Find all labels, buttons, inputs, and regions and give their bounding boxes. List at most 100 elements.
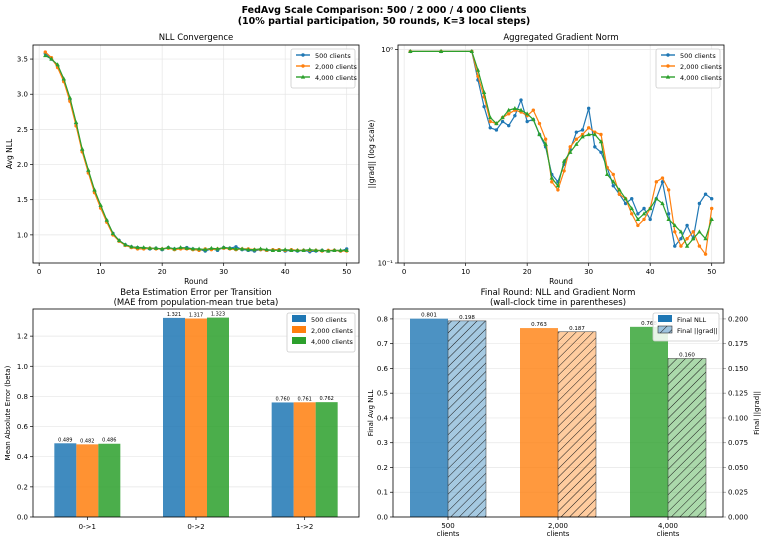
data-point <box>691 236 696 241</box>
data-point <box>98 202 103 207</box>
panel-title: Beta Estimation Error per Transition <box>120 288 272 298</box>
data-point <box>592 132 598 137</box>
x-tick-label: 2,000 <box>548 522 568 530</box>
data-point <box>61 76 66 81</box>
grad-bar-hatch <box>448 320 486 517</box>
x-tick-label: 30 <box>219 268 228 276</box>
y2-tick-label: 0.175 <box>728 340 748 348</box>
x-tick-label: 20 <box>158 268 167 276</box>
legend-label: Final NLL <box>677 316 707 324</box>
data-point <box>648 217 652 222</box>
data-point <box>599 132 603 137</box>
data-point <box>178 245 183 250</box>
y-tick-label: 0.4 <box>17 453 29 461</box>
y2-tick-label: 0.025 <box>728 489 748 497</box>
data-point <box>666 188 671 192</box>
data-point <box>519 98 523 102</box>
data-point <box>543 137 548 141</box>
y-tick-label: 0.6 <box>377 365 389 373</box>
x-tick-label: 1->2 <box>296 523 313 531</box>
legend: 500 clients 2,000 clients 4,000 clients <box>655 48 723 89</box>
data-point <box>623 201 628 206</box>
data-point <box>55 62 60 67</box>
legend-swatch-marker <box>300 74 306 79</box>
bar-value-label: 0.761 <box>298 396 312 402</box>
data-point <box>611 179 616 184</box>
y2-tick-label: 0.125 <box>728 390 748 398</box>
data-point <box>703 236 708 241</box>
y-tick-label: 1.0 <box>17 363 28 371</box>
data-point <box>673 230 677 234</box>
data-point <box>697 201 702 206</box>
data-point <box>270 247 276 252</box>
legend-swatch <box>292 326 306 333</box>
y2-tick-label: 0.150 <box>728 365 748 373</box>
data-point <box>482 104 486 109</box>
data-point <box>488 115 493 120</box>
figure-subtitle: (10% partial participation, 50 rounds, K… <box>238 16 531 27</box>
bar-value-label: 1.321 <box>167 312 181 318</box>
data-point <box>666 217 671 222</box>
data-point <box>630 197 634 201</box>
data-point <box>673 244 677 248</box>
data-point <box>227 245 233 250</box>
data-point <box>537 121 542 126</box>
data-point <box>660 201 665 206</box>
y-tick-label: 3.5 <box>17 56 28 64</box>
legend-label: 500 clients <box>315 52 351 60</box>
data-point <box>611 172 615 177</box>
data-point <box>488 126 492 130</box>
data-point <box>338 247 343 252</box>
data-point <box>276 247 282 252</box>
data-point <box>506 107 511 112</box>
data-point <box>635 217 641 222</box>
nll-convergence-panel: 0 10 20 30 40 50 1.0 1.5 2.0 2.5 3.0 3.5 NLL Converg… <box>5 33 360 286</box>
data-point <box>666 212 671 216</box>
data-point <box>289 247 294 252</box>
x-tick-label: 30 <box>584 268 593 276</box>
data-point <box>481 89 487 94</box>
series-4-000-clients <box>408 48 714 248</box>
data-point <box>524 111 530 116</box>
panel-subtitle: (MAE from population-mean true beta) <box>114 298 279 308</box>
data-point <box>703 252 708 256</box>
y-tick-label: 1.2 <box>17 333 28 341</box>
data-point <box>599 150 603 155</box>
legend: 500 clients 2,000 clients 4,000 clients <box>290 48 358 89</box>
y-tick-label: 3.0 <box>17 91 28 99</box>
data-point <box>209 245 214 250</box>
y-tick-label: 0.0 <box>17 514 28 522</box>
y-tick-label: 0.8 <box>377 315 388 323</box>
bar <box>98 443 121 517</box>
data-point <box>654 180 659 184</box>
x-tick-label: 0->1 <box>79 523 96 531</box>
panel-title: Aggregated Gradient Norm <box>503 33 618 43</box>
y-tick-label: 2.0 <box>17 161 28 169</box>
data-point <box>92 187 97 192</box>
x-tick-label: 500 <box>441 522 454 530</box>
data-point <box>660 180 665 184</box>
data-point <box>80 146 85 151</box>
nll-value-label: 0.763 <box>531 322 547 328</box>
data-point <box>580 128 585 132</box>
data-point <box>190 246 196 251</box>
nll-value-label: 0.801 <box>421 313 437 319</box>
axes-frame <box>32 44 360 264</box>
data-point <box>574 141 579 146</box>
data-point <box>203 247 208 252</box>
data-point <box>159 246 165 251</box>
data-point <box>709 197 714 201</box>
data-point <box>469 48 475 53</box>
bar-value-label: 0.762 <box>320 396 334 402</box>
data-point <box>672 223 677 228</box>
x-tick-label: 40 <box>281 268 290 276</box>
y-tick-label: 0.6 <box>17 423 29 431</box>
data-point <box>598 139 604 144</box>
nll-bar <box>520 328 558 517</box>
data-point <box>129 244 134 249</box>
data-point <box>326 248 331 253</box>
data-point <box>568 145 572 149</box>
data-point <box>604 172 610 177</box>
data-point <box>500 119 505 124</box>
data-point <box>73 119 79 124</box>
